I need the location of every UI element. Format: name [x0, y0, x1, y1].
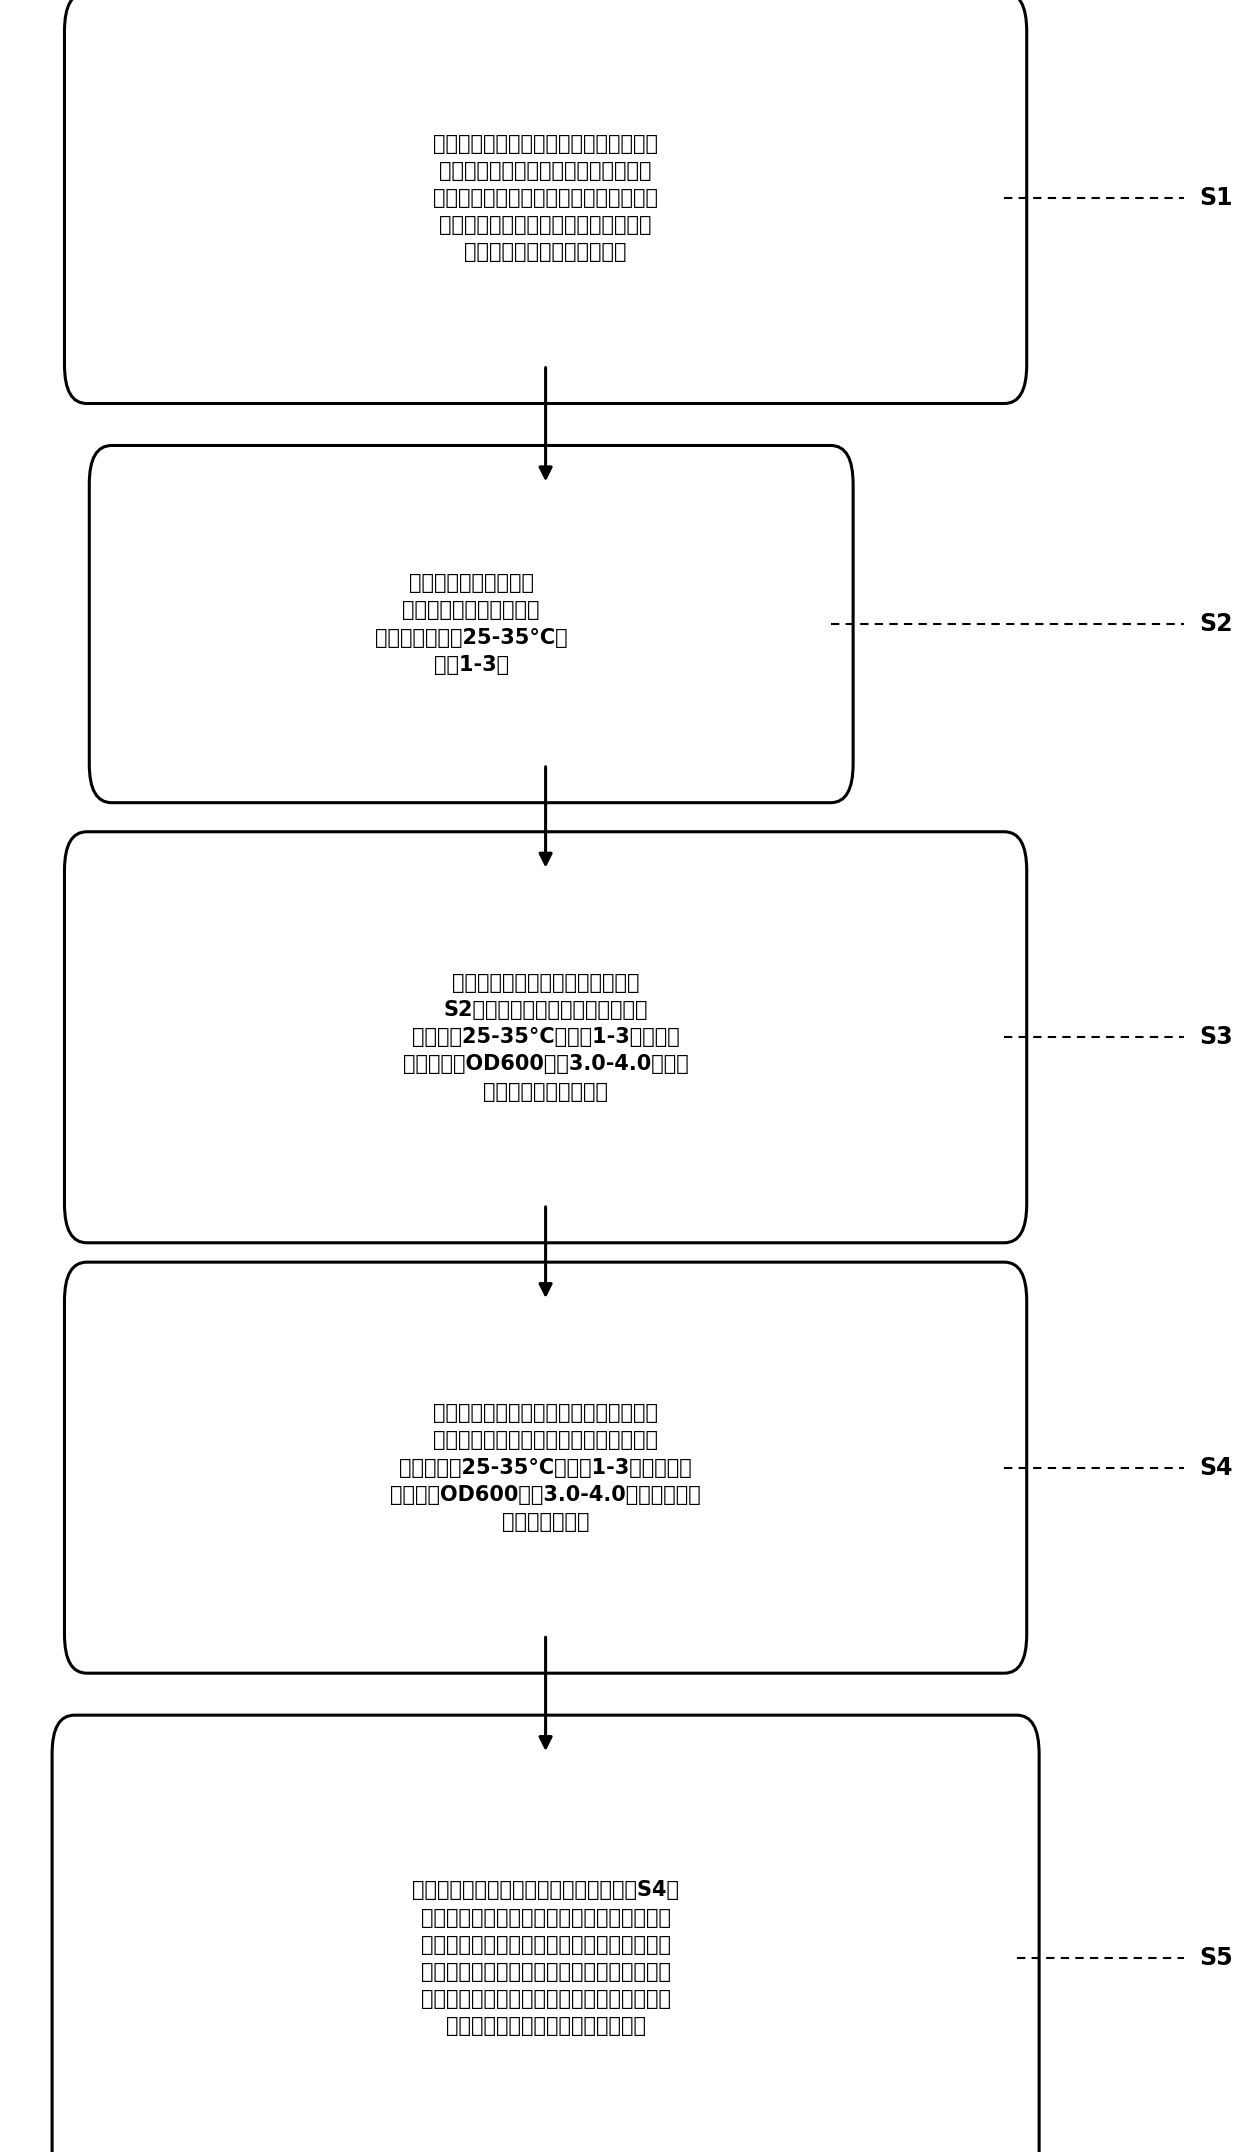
FancyBboxPatch shape [52, 1715, 1039, 2152]
Text: 斜面培养：在无菌条件
下，将菌种原料接种于固
体培养基中，在25-35°C下
培养1-3天: 斜面培养：在无菌条件 下，将菌种原料接种于固 体培养基中，在25-35°C下 培… [374, 572, 568, 676]
Text: 混合发酵培养：在无菌条件下，先将步骤S4中
植物乳酸菌、酿酒酵母、巨大芽胞杆菌、白浅
灰链霉菌、米曲霉的二级种子液接种于发酵培
养基进行培养，再接种枯草芽孢杆菌: 混合发酵培养：在无菌条件下，先将步骤S4中 植物乳酸菌、酿酒酵母、巨大芽胞杆菌、… [412, 1881, 680, 2036]
Text: 一级种子培养：在无菌条件下，将
S2中培养好的菌种接种于液体培养
基中，在25-35°C下培养1-3天，当菌
种液体培养OD600值为3.0-4.0时停止
培养: 一级种子培养：在无菌条件下，将 S2中培养好的菌种接种于液体培养 基中，在25-… [403, 973, 688, 1102]
Text: S4: S4 [1199, 1455, 1233, 1481]
FancyBboxPatch shape [64, 833, 1027, 1244]
FancyBboxPatch shape [89, 445, 853, 803]
Text: 提供菌种原料和培养基，菌种原料包括草
芽孢杆菌、解淀粉芽孢杆菌、植物乳酸
菌、酿酒酵母、巨大芽胞杆菌、白浅灰链
霉菌以及米曲霉；培养基包括固体培养
基、液体培养: 提供菌种原料和培养基，菌种原料包括草 芽孢杆菌、解淀粉芽孢杆菌、植物乳酸 菌、酿… [433, 133, 658, 263]
Text: S5: S5 [1199, 1945, 1233, 1971]
Text: S2: S2 [1199, 611, 1233, 637]
Text: S3: S3 [1199, 1024, 1233, 1050]
Text: S1: S1 [1199, 185, 1233, 211]
FancyBboxPatch shape [64, 1261, 1027, 1674]
FancyBboxPatch shape [64, 0, 1027, 405]
Text: 二级种子培养：在无菌条件下，将一级种
子液分别接种于装有对应液体培养基的锥
形瓶中，在25-35°C下培养1-3天，当菌种
液体培养OD600值为3.0-4.0: 二级种子培养：在无菌条件下，将一级种 子液分别接种于装有对应液体培养基的锥 形瓶… [391, 1403, 701, 1532]
